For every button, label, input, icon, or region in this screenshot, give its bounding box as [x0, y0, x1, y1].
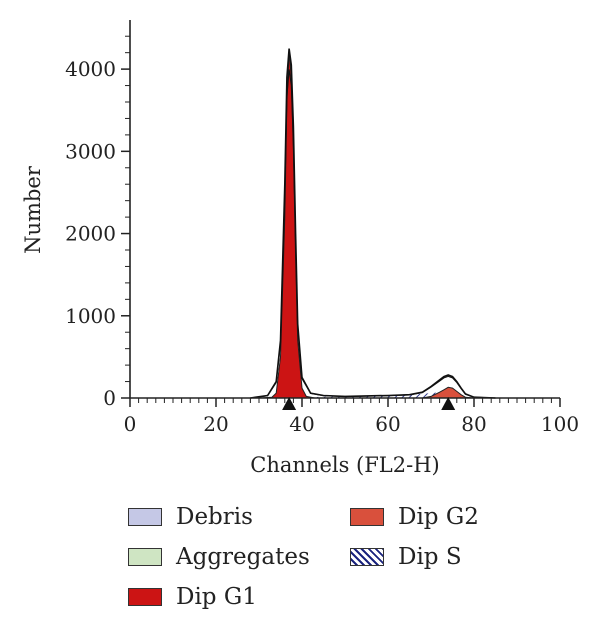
legend-label-debris: Debris [176, 504, 253, 530]
legend-item-dip-g1: Dip G1 [128, 582, 257, 612]
legend-swatch-aggregates [128, 548, 162, 566]
y-axis-label: Number [21, 165, 45, 254]
legend-item-dip-s: Dip S [350, 542, 462, 572]
legend-swatch-dip-s [350, 548, 384, 566]
peak-marker [282, 397, 297, 410]
plot-area [250, 48, 496, 399]
model-fit-line [250, 69, 496, 399]
legend-swatch-dip-g1 [128, 588, 162, 606]
legend: Debris Aggregates Dip G1 Dip G2 Dip S [128, 502, 568, 622]
series-dip-g2-area [422, 386, 475, 399]
legend-label-dip-s: Dip S [398, 544, 462, 570]
legend-label-dip-g1: Dip G1 [176, 584, 257, 610]
y-tick-label: 0 [103, 386, 116, 410]
legend-swatch-debris [128, 508, 162, 526]
legend-item-debris: Debris [128, 502, 253, 532]
x-tick-label: 20 [203, 412, 228, 436]
legend-label-aggregates: Aggregates [176, 544, 310, 570]
y-tick-label: 4000 [65, 57, 116, 81]
x-tick-label: 40 [289, 412, 314, 436]
y-tick-label: 2000 [65, 222, 116, 246]
x-tick-label: 100 [541, 412, 579, 436]
legend-label-dip-g2: Dip G2 [398, 504, 479, 530]
peak-marker [441, 397, 456, 410]
legend-item-aggregates: Aggregates [128, 542, 310, 572]
y-tick-label: 3000 [65, 139, 116, 163]
legend-item-dip-g2: Dip G2 [350, 502, 479, 532]
legend-swatch-dip-g2 [350, 508, 384, 526]
x-tick-label: 0 [124, 412, 137, 436]
x-tick-label: 60 [375, 412, 400, 436]
x-axis-label: Channels (FL2-H) [250, 453, 439, 477]
x-tick-label: 80 [461, 412, 486, 436]
y-tick-label: 1000 [65, 304, 116, 328]
